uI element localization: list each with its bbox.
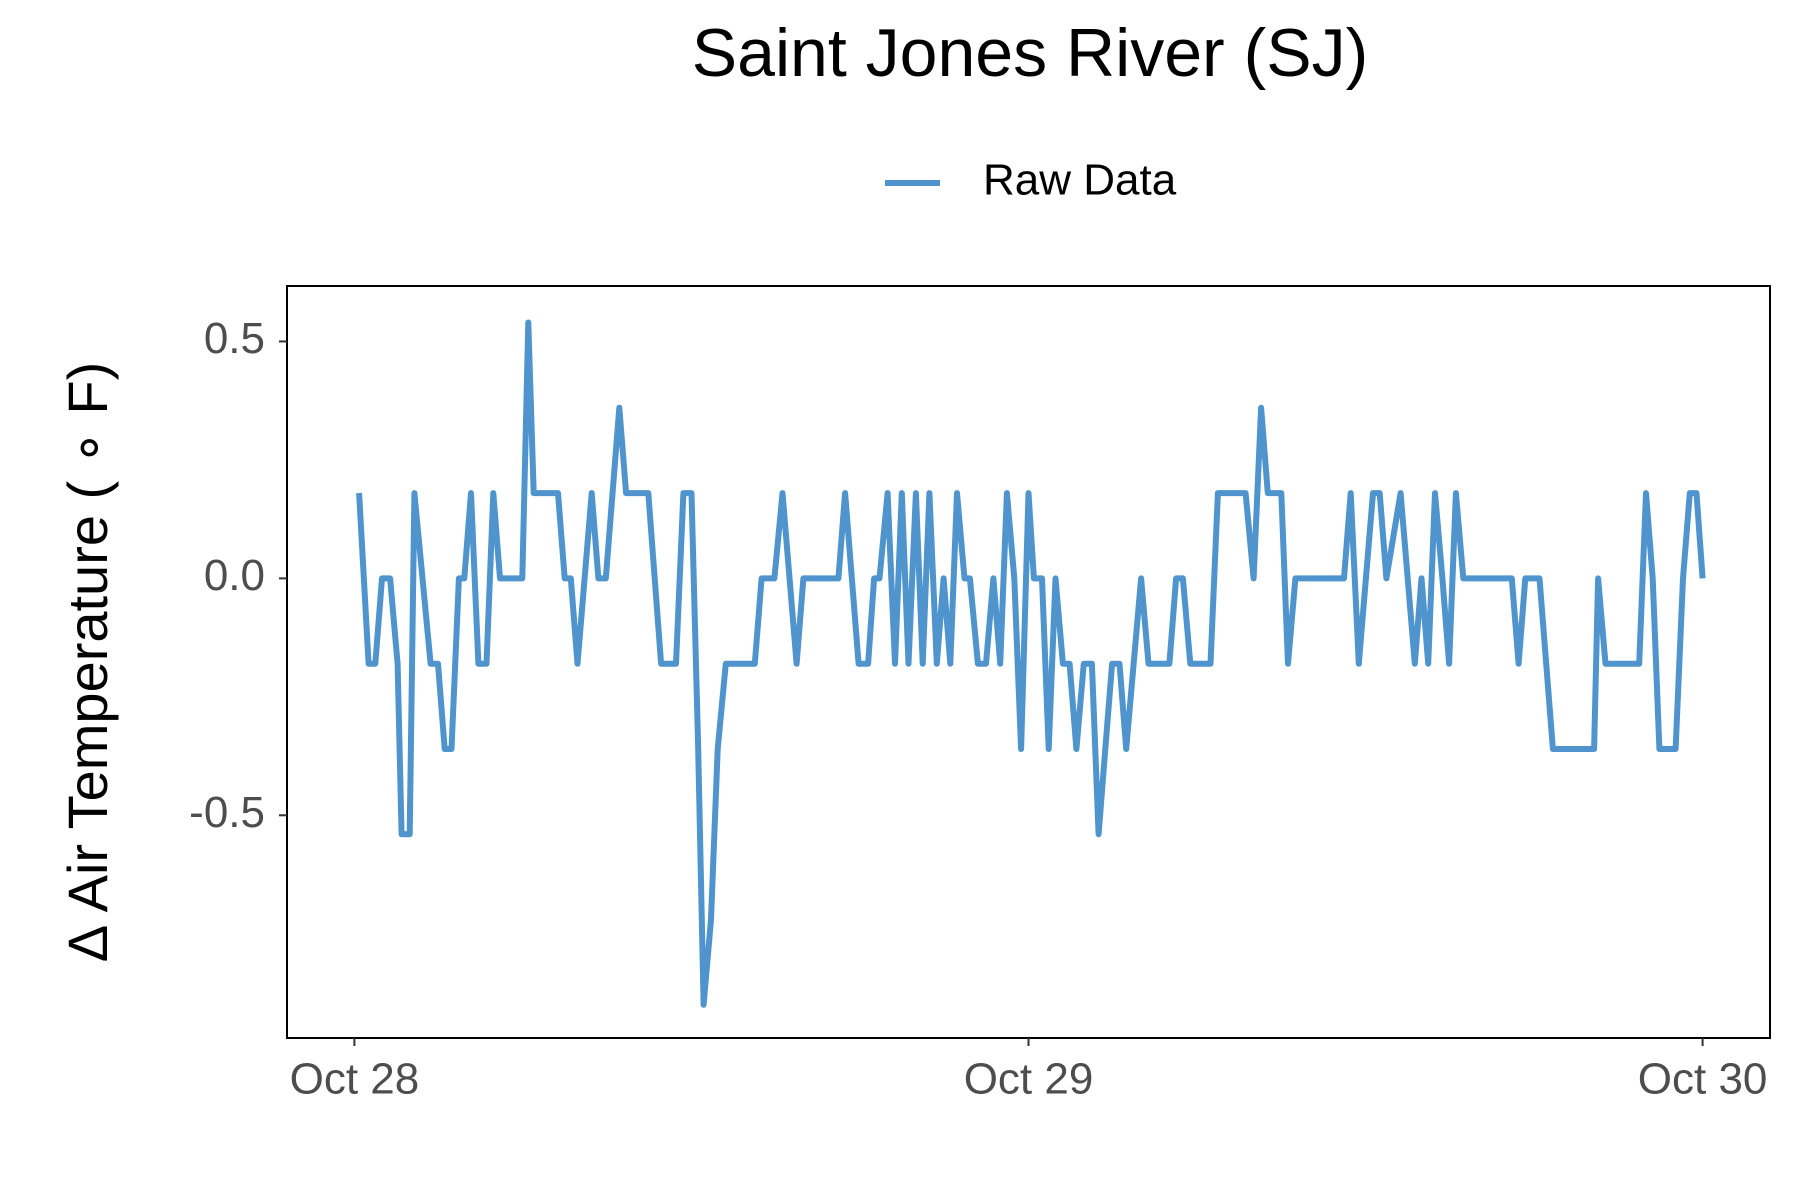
y-tick-label: -0.5	[189, 788, 265, 837]
y-axis-title: Δ Air Temperature ( ∘ F)	[56, 362, 119, 962]
legend-label: Raw Data	[983, 156, 1177, 205]
y-tick-label: 0.0	[204, 551, 265, 600]
data-line	[356, 319, 1706, 1008]
x-tick-label: Oct 29	[964, 1055, 1094, 1104]
x-tick-label: Oct 28	[290, 1055, 420, 1104]
x-tick-label: Oct 30	[1638, 1055, 1768, 1104]
y-tick-label: 0.5	[204, 314, 265, 363]
chart-title: Saint Jones River (SJ)	[692, 15, 1368, 91]
